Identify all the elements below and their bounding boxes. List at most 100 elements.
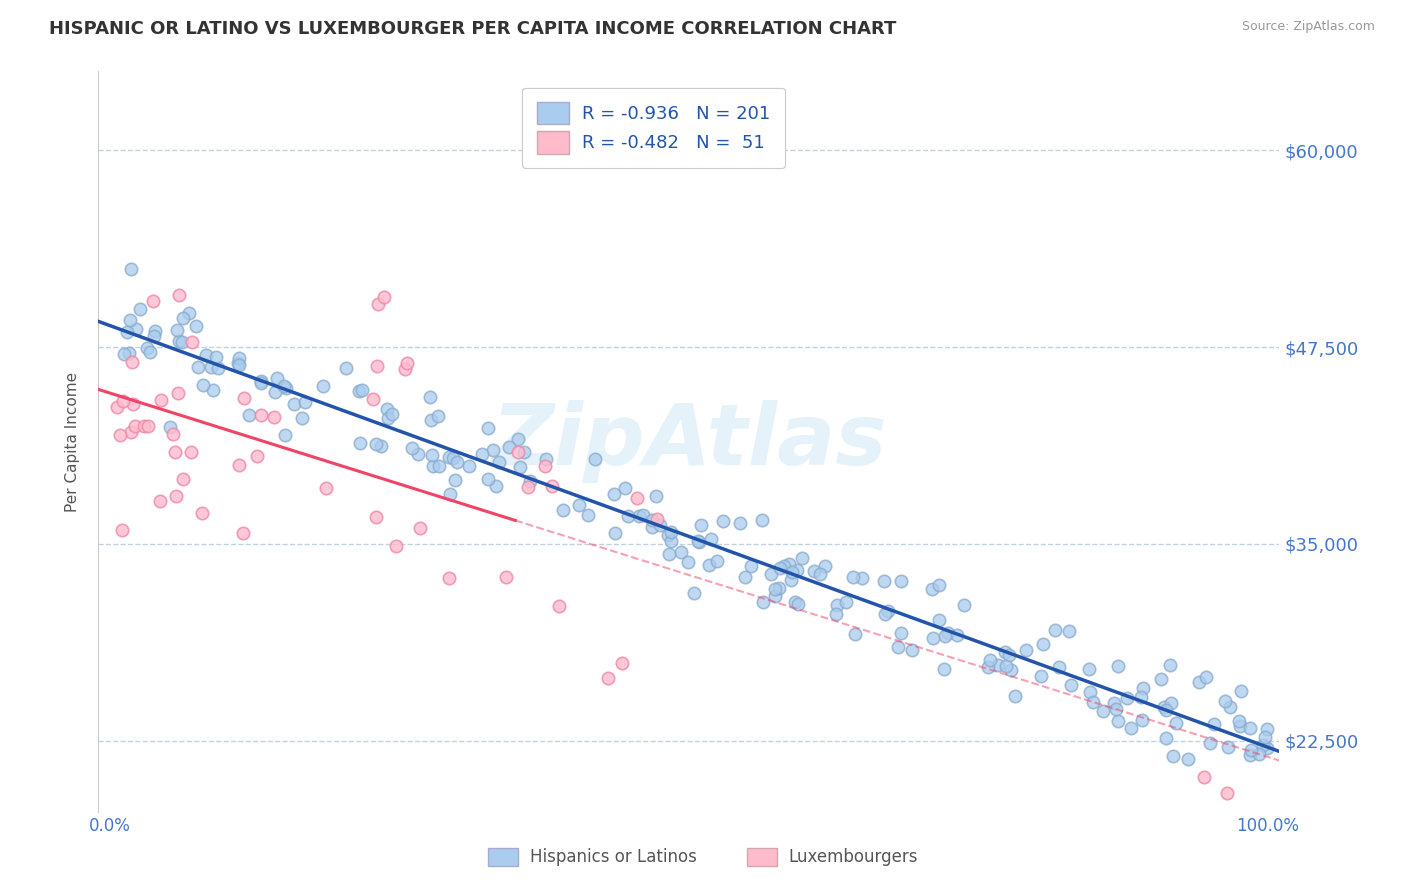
Point	[657, 528, 679, 542]
Point	[172, 472, 194, 486]
Point	[132, 419, 155, 434]
Point	[553, 503, 575, 517]
Point	[697, 558, 720, 572]
Point	[120, 425, 142, 439]
Point	[437, 450, 460, 464]
Point	[1000, 663, 1022, 677]
Point	[1202, 717, 1225, 731]
Point	[890, 625, 912, 640]
Point	[1119, 722, 1142, 736]
Point	[167, 385, 190, 400]
Point	[349, 435, 371, 450]
Point	[384, 539, 406, 553]
Point	[780, 566, 803, 580]
Point	[274, 381, 297, 395]
Point	[149, 494, 172, 508]
Point	[444, 474, 467, 488]
Point	[266, 370, 288, 384]
Point	[1047, 660, 1070, 674]
Point	[1166, 716, 1188, 731]
Point	[315, 481, 337, 495]
Point	[419, 390, 441, 404]
Point	[921, 582, 943, 597]
Point	[1150, 672, 1173, 686]
Point	[1213, 694, 1236, 708]
Point	[1059, 624, 1081, 638]
Point	[1239, 747, 1261, 762]
Point	[763, 582, 786, 596]
Point	[1043, 624, 1066, 638]
Point	[1240, 743, 1263, 757]
Point	[1192, 770, 1215, 784]
Point	[145, 324, 167, 338]
Point	[481, 442, 503, 457]
Point	[659, 524, 682, 539]
Point	[1156, 703, 1178, 717]
Point	[987, 657, 1010, 672]
Point	[446, 455, 468, 469]
Point	[1230, 684, 1253, 698]
Point	[122, 397, 145, 411]
Point	[202, 384, 225, 398]
Point	[583, 451, 606, 466]
Point	[498, 440, 520, 454]
Point	[644, 489, 666, 503]
Point	[979, 653, 1001, 667]
Point	[427, 458, 450, 473]
Point	[740, 558, 762, 573]
Point	[533, 458, 555, 473]
Point	[617, 508, 640, 523]
Point	[1078, 661, 1101, 675]
Point	[1256, 723, 1278, 737]
Point	[1029, 669, 1052, 683]
Point	[120, 261, 142, 276]
Point	[932, 662, 955, 676]
Point	[814, 558, 837, 573]
Point	[1160, 697, 1182, 711]
Point	[124, 419, 146, 434]
Point	[312, 379, 335, 393]
Point	[1104, 702, 1126, 716]
Point	[614, 481, 637, 495]
Point	[1195, 671, 1218, 685]
Point	[786, 597, 808, 611]
Text: Source: ZipAtlas.com: Source: ZipAtlas.com	[1241, 20, 1375, 33]
Point	[631, 508, 654, 522]
Point	[790, 551, 813, 566]
Point	[420, 448, 443, 462]
Point	[181, 334, 204, 349]
Point	[768, 581, 790, 595]
Point	[928, 613, 950, 627]
Point	[381, 408, 404, 422]
Point	[873, 574, 896, 588]
Point	[232, 392, 254, 406]
Point	[347, 384, 370, 398]
Point	[1198, 736, 1220, 750]
Point	[877, 603, 900, 617]
Point	[166, 323, 188, 337]
Point	[1229, 718, 1251, 732]
Point	[773, 558, 796, 573]
Point	[274, 428, 297, 442]
Point	[238, 408, 260, 422]
Point	[1132, 681, 1154, 695]
Point	[426, 409, 449, 424]
Point	[458, 458, 481, 473]
Point	[540, 479, 562, 493]
Y-axis label: Per Capita Income: Per Capita Income	[65, 371, 80, 512]
Point	[124, 322, 146, 336]
Point	[246, 449, 269, 463]
Point	[394, 361, 416, 376]
Point	[136, 418, 159, 433]
Point	[763, 589, 786, 603]
Point	[1188, 674, 1211, 689]
Point	[366, 359, 388, 373]
Point	[290, 411, 312, 425]
Point	[108, 428, 131, 442]
Point	[650, 518, 672, 533]
Point	[886, 640, 908, 655]
Point	[994, 644, 1017, 658]
Point	[841, 570, 863, 584]
Point	[129, 301, 152, 316]
Point	[1219, 700, 1241, 714]
